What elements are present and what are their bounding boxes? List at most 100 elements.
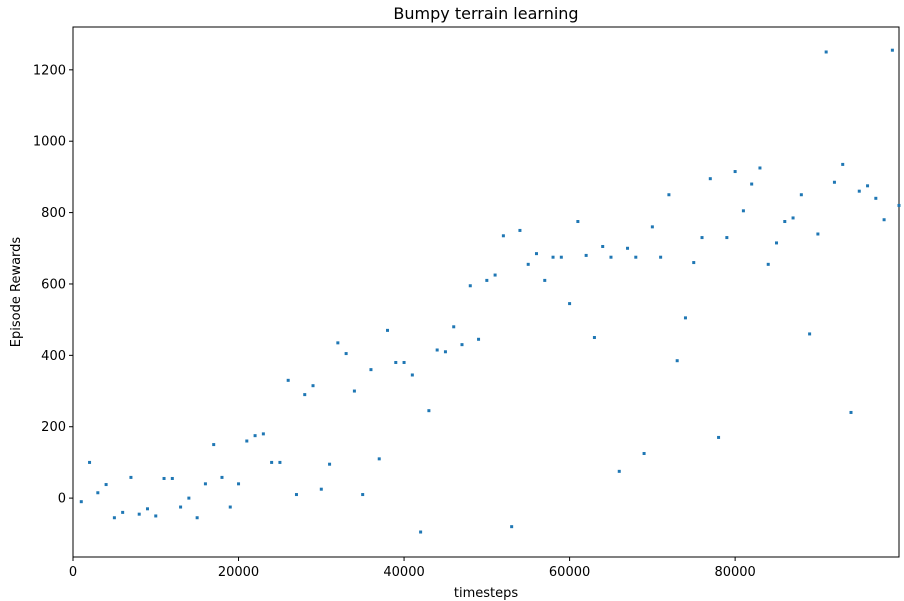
data-point bbox=[237, 482, 241, 486]
data-point bbox=[261, 432, 265, 436]
data-point bbox=[551, 255, 555, 259]
data-point bbox=[162, 476, 166, 480]
data-point bbox=[112, 516, 116, 520]
data-point bbox=[874, 196, 878, 200]
data-point bbox=[799, 193, 803, 197]
data-point bbox=[650, 225, 654, 229]
data-point bbox=[145, 507, 149, 511]
data-point bbox=[750, 182, 754, 186]
data-point bbox=[328, 462, 332, 466]
data-point bbox=[510, 525, 514, 529]
data-point bbox=[700, 236, 704, 240]
data-point bbox=[187, 496, 191, 500]
data-point bbox=[857, 189, 861, 193]
data-point bbox=[584, 253, 588, 257]
data-point bbox=[775, 241, 779, 245]
data-point bbox=[245, 439, 249, 443]
y-tick-label: 200 bbox=[41, 420, 66, 435]
data-point bbox=[816, 232, 820, 236]
data-point bbox=[832, 180, 836, 184]
data-point bbox=[568, 302, 572, 306]
data-point bbox=[717, 435, 721, 439]
data-point bbox=[849, 410, 853, 414]
data-point bbox=[270, 460, 274, 464]
data-point bbox=[419, 530, 423, 534]
data-point bbox=[766, 262, 770, 266]
data-point bbox=[452, 325, 456, 329]
data-point bbox=[361, 493, 365, 497]
y-axis-label: Episode Rewards bbox=[9, 237, 24, 348]
data-point bbox=[890, 48, 894, 52]
data-point bbox=[220, 475, 224, 479]
x-tick-label: 0 bbox=[69, 565, 77, 580]
data-point bbox=[121, 510, 125, 514]
data-point bbox=[410, 373, 414, 377]
data-point bbox=[460, 343, 464, 347]
y-tick-label: 800 bbox=[41, 206, 66, 221]
data-point bbox=[526, 262, 530, 266]
data-point bbox=[824, 50, 828, 54]
y-tick-label: 400 bbox=[41, 349, 66, 364]
data-point bbox=[675, 359, 679, 363]
data-point bbox=[617, 469, 621, 473]
data-point bbox=[897, 203, 901, 207]
y-tick-label: 1000 bbox=[33, 135, 66, 150]
data-point bbox=[228, 505, 232, 509]
data-point bbox=[88, 460, 92, 464]
y-tick-label: 0 bbox=[58, 492, 66, 507]
data-point bbox=[485, 278, 489, 282]
data-point bbox=[683, 316, 687, 320]
data-point bbox=[443, 350, 447, 354]
y-tick-label: 1200 bbox=[33, 63, 66, 78]
data-point bbox=[882, 218, 886, 222]
data-point bbox=[576, 220, 580, 224]
x-tick-label: 60000 bbox=[549, 565, 590, 580]
data-point bbox=[477, 337, 481, 341]
y-axis: 0 200 400 600 800 1000 1200 bbox=[33, 63, 73, 507]
data-point bbox=[427, 409, 431, 413]
data-point bbox=[783, 220, 787, 224]
data-point bbox=[435, 348, 439, 352]
data-point bbox=[468, 284, 472, 288]
data-point bbox=[659, 255, 663, 259]
data-point bbox=[344, 352, 348, 356]
data-point bbox=[394, 360, 398, 364]
data-point bbox=[808, 332, 812, 336]
data-point bbox=[642, 451, 646, 455]
data-point bbox=[286, 378, 290, 382]
data-point bbox=[319, 487, 323, 491]
data-point bbox=[154, 514, 158, 518]
data-point bbox=[667, 193, 671, 197]
x-tick-label: 40000 bbox=[383, 565, 424, 580]
data-point bbox=[386, 328, 390, 332]
data-point bbox=[741, 209, 745, 213]
data-point bbox=[79, 500, 83, 504]
data-point bbox=[601, 244, 605, 248]
data-point bbox=[708, 177, 712, 181]
data-point bbox=[609, 255, 613, 259]
data-point bbox=[733, 170, 737, 174]
data-point bbox=[203, 482, 207, 486]
data-point bbox=[402, 360, 406, 364]
data-point bbox=[336, 341, 340, 345]
data-point bbox=[559, 255, 563, 259]
data-point bbox=[129, 475, 133, 479]
data-point bbox=[725, 236, 729, 240]
data-point bbox=[104, 483, 108, 487]
data-point bbox=[758, 166, 762, 170]
chart-title: Bumpy terrain learning bbox=[393, 4, 578, 23]
data-point bbox=[294, 493, 298, 497]
data-point bbox=[170, 476, 174, 480]
data-point bbox=[501, 234, 505, 238]
plot-frame bbox=[72, 26, 900, 558]
y-tick-label: 600 bbox=[41, 277, 66, 292]
data-point bbox=[377, 457, 381, 461]
data-point bbox=[137, 512, 141, 516]
data-point bbox=[841, 162, 845, 166]
data-point bbox=[626, 246, 630, 250]
data-point bbox=[592, 336, 596, 340]
x-axis: 0 20000 40000 60000 80000 bbox=[69, 557, 756, 580]
data-point bbox=[195, 516, 199, 520]
x-tick-label: 20000 bbox=[218, 565, 259, 580]
